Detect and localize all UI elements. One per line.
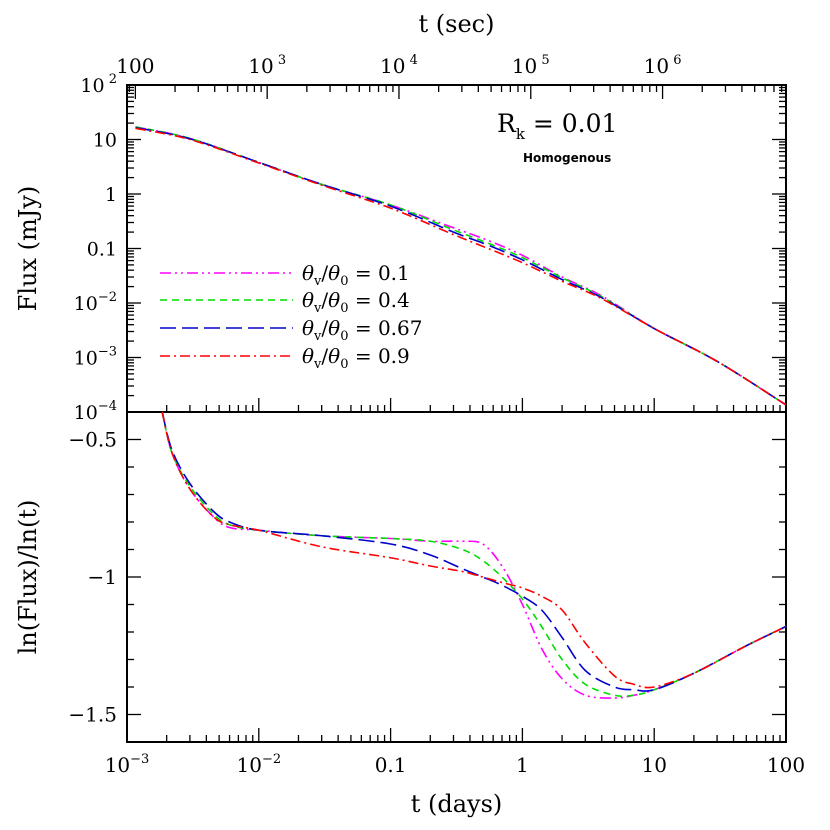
flux-y-tick-label: 10−2 [74,290,117,315]
flux-y-tick-label: 10−3 [74,345,117,370]
top-x-tick-label: 10 4 [380,53,418,78]
slope-series-line-2 [161,411,787,692]
bottom-x-tick-label: 0.1 [375,753,407,777]
homogenous-annotation: Homogenous [523,151,611,165]
flux-series-group [135,126,787,406]
flux-y-tick-label: 10 2 [80,72,117,97]
bottom-x-axis-title: t (days) [411,790,503,818]
bottom-x-tick-label: 100 [767,753,805,777]
slope-series-group [161,411,787,699]
tick-labels: 10−3 10−2 0.1 1 10 100 100 10 3 10 4 10 5 10 6 10 2… [68,53,805,777]
slope-y-tick-label: −1.5 [68,703,117,727]
slope-y-axis-title: ln(Flux)/ln(t) [14,500,42,655]
flux-series-line-0 [135,126,787,406]
bottom-x-tick-label: 1 [516,753,529,777]
slope-panel-frame [126,411,787,743]
slope-series-line-1 [161,411,787,698]
flux-series-line-2 [135,126,787,406]
flux-y-tick-label: 10−4 [74,399,117,424]
legend: θv/θ0 = 0.1θv/θ0 = 0.4θv/θ0 = 0.67θv/θ0 … [160,261,423,372]
legend-label-3: θv/θ0 = 0.9 [302,344,410,372]
top-x-tick-label: 100 [116,54,154,78]
bottom-x-tick-label: 10 [641,753,666,777]
slope-y-tick-label: −0.5 [68,428,117,452]
bottom-x-tick-label: 10−2 [236,752,281,777]
flux-series-line-3 [135,127,787,406]
top-x-tick-label: 10 6 [644,53,682,78]
legend-label-2: θv/θ0 = 0.67 [302,316,423,344]
flux-y-tick-label: 10 [93,130,117,152]
rk-annotation: Rk = 0.01 [497,109,617,143]
flux-series-line-1 [135,126,787,406]
slope-series-line-0 [161,411,787,699]
legend-label-1: θv/θ0 = 0.4 [302,288,410,316]
tick-marks [126,84,787,743]
top-x-axis-title: t (sec) [419,10,495,38]
flux-y-tick-label: 1 [105,184,117,206]
legend-label-0: θv/θ0 = 0.1 [302,261,410,289]
flux-y-tick-label: 0.1 [87,239,117,261]
slope-series-line-3 [161,411,787,689]
slope-y-tick-label: −1 [88,565,117,589]
flux-y-axis-title: Flux (mJy) [14,186,42,312]
flux-panel-frame [126,84,787,413]
bottom-x-tick-label: 10−3 [105,752,150,777]
top-x-tick-label: 10 3 [248,53,286,78]
top-x-tick-label: 10 5 [512,53,550,78]
